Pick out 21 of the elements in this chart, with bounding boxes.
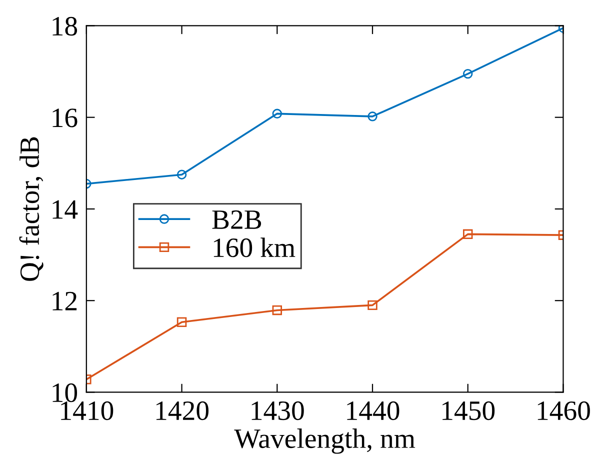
x-tick-label: 1420 <box>156 401 208 420</box>
x-tick-label: 1430 <box>252 401 304 420</box>
point <box>368 300 378 310</box>
point <box>272 108 282 119</box>
y-tick-label: 18 <box>52 16 78 36</box>
point <box>176 317 187 327</box>
y-tick-label: 16 <box>52 108 78 128</box>
x-axis-title: Wavelength, nm <box>234 428 416 454</box>
x-tick-label: 1440 <box>347 401 400 420</box>
x-tick-label: 1410 <box>61 401 114 420</box>
point <box>272 305 282 316</box>
x-tick-label: 1460 <box>538 401 590 420</box>
point <box>176 170 187 180</box>
legend-label: B2B <box>212 210 262 229</box>
x-tick-label: 1450 <box>442 401 495 420</box>
y-tick-label: 10 <box>52 383 78 402</box>
point <box>368 112 378 122</box>
y-tick-label: 12 <box>52 292 77 310</box>
y-tick-label: 14 <box>52 200 78 219</box>
y-axis-title: Q! factor, dB <box>19 137 44 281</box>
legend-label: 160 km <box>214 238 296 258</box>
